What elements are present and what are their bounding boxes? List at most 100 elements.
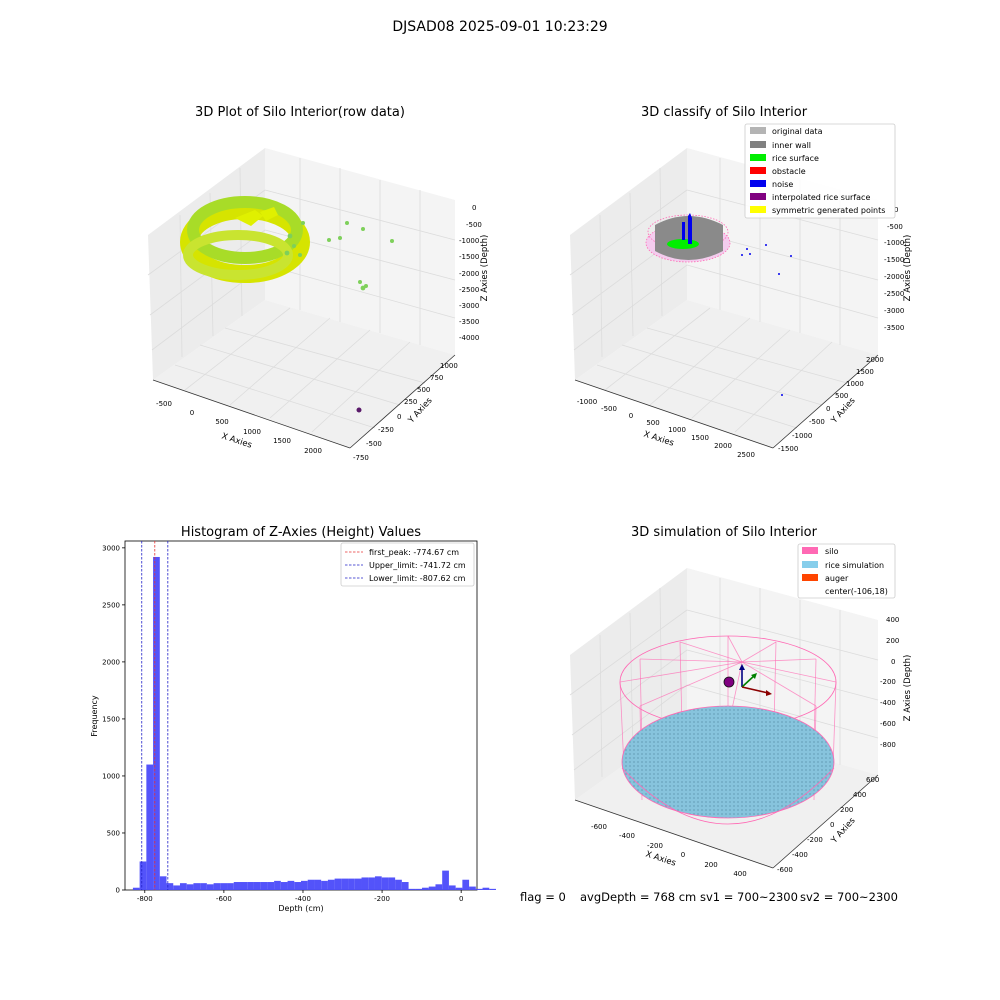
- raw-z-tick: -2000: [459, 270, 479, 278]
- histogram-bar: [267, 882, 275, 890]
- histogram-x-tick: -800: [137, 895, 153, 903]
- classify-plot: 3D classify of Silo Interior: [569, 105, 913, 459]
- raw-z-tick: -1000: [459, 237, 479, 245]
- histogram-legend-label: Upper_limit: -741.72 cm: [369, 561, 466, 570]
- sim-y-tick: 0: [830, 821, 834, 829]
- raw-x-ticks: -500 0 500 1000 1500 2000: [156, 400, 322, 455]
- sim-z-tick: -600: [880, 720, 896, 728]
- histogram-bar: [314, 879, 322, 890]
- histogram-bar: [455, 887, 463, 890]
- classify-left-pane: [570, 148, 687, 380]
- classify-y-ticks: -1500 -1000 -500 0 500 1000 1500 2000: [778, 356, 884, 453]
- sim-x-ticks: -600 -400 -200 0 200 400: [591, 823, 747, 878]
- classify-silo-top: [647, 214, 729, 250]
- histogram-bar: [381, 877, 389, 890]
- histogram-bar: [307, 879, 315, 890]
- raw-x-tick: -500: [156, 400, 172, 408]
- classify-x-ticks: -1000 -500 0 500 1000 1500 2000 2500: [577, 398, 755, 459]
- histogram-bar: [388, 877, 396, 890]
- histogram-lines: [141, 541, 169, 890]
- classify-legend-label: noise: [772, 180, 793, 189]
- histogram-legend: first_peak: -774.67 cm Upper_limit: -741…: [340, 542, 475, 587]
- sim-z-ticks: -800 -600 -400 -200 0 200 400: [880, 616, 899, 749]
- histogram-bar: [186, 884, 194, 890]
- histogram-y-tick: 2500: [102, 601, 120, 609]
- histogram-y-tick: 500: [107, 829, 120, 837]
- raw-z-tick: -500: [466, 221, 482, 229]
- raw-x-tick: 500: [215, 418, 228, 426]
- raw-z-tick: -4000: [459, 334, 479, 342]
- classify-x-tick: 2500: [737, 451, 755, 459]
- histogram-bar: [354, 878, 362, 890]
- classify-plot-title: 3D classify of Silo Interior: [641, 105, 808, 120]
- histogram-x-ticks: -800 -600 -400 -200 0: [137, 890, 463, 903]
- raw-floor-pane: [153, 300, 455, 448]
- histogram-bar: [361, 877, 369, 890]
- histogram-bar: [240, 882, 248, 890]
- raw-plot-title: 3D Plot of Silo Interior(row data): [195, 105, 405, 120]
- raw-z-tick: -2500: [459, 286, 479, 294]
- histogram-y-tick: 1500: [102, 715, 120, 723]
- histogram-frame: [124, 540, 478, 891]
- raw-y-tick: 0: [397, 413, 401, 421]
- status-flag: flag = 0: [520, 890, 566, 904]
- classify-legend-label: original data: [772, 127, 823, 136]
- classify-legend-label: obstacle: [772, 167, 806, 176]
- classify-legend-label: interpolated rice surface: [772, 193, 870, 202]
- histogram-bar: [469, 886, 476, 890]
- status-sv1: sv1 = 700~2300: [700, 890, 798, 904]
- histogram-bar: [368, 877, 375, 890]
- raw-z-ticks: -4000 -3500 -3000 -2500 -2000 -1500 -100…: [459, 204, 482, 342]
- classify-y-tick: -500: [809, 418, 825, 426]
- classify-z-tick: -2500: [884, 290, 904, 298]
- classify-x-tick: 1000: [668, 426, 686, 434]
- sim-legend-box: [797, 543, 896, 599]
- raw-data-points: [180, 196, 394, 413]
- sim-z-label: Z Axies (Depth): [903, 655, 913, 722]
- raw-y-tick: -250: [378, 426, 394, 434]
- histogram-bar: [287, 880, 295, 890]
- histogram-bar: [489, 888, 496, 890]
- histogram-title: Histogram of Z-Axies (Height) Values: [181, 525, 421, 540]
- sim-y-tick: -200: [807, 836, 823, 844]
- sim-legend-swatch: [802, 574, 818, 581]
- sim-x-tick: -600: [591, 823, 607, 831]
- raw-x-tick: 0: [190, 409, 194, 417]
- histogram-x-tick: 0: [459, 895, 463, 903]
- classify-x-tick: 2000: [714, 442, 732, 450]
- classify-legend-swatch: [750, 141, 766, 148]
- histogram-bars: [132, 556, 496, 890]
- raw-y-tick: 250: [404, 398, 417, 406]
- histogram-bar: [435, 884, 443, 890]
- histogram-bar: [247, 882, 254, 890]
- classify-x-tick: 1500: [691, 434, 709, 442]
- simulation-title: 3D simulation of Silo Interior: [631, 525, 818, 540]
- classify-legend-swatch: [750, 180, 766, 187]
- histogram-bar: [200, 883, 207, 890]
- classify-legend-swatch: [750, 206, 766, 213]
- classify-noise-points: [741, 244, 792, 396]
- sim-x-tick: 400: [733, 870, 746, 878]
- histogram-bar: [173, 885, 180, 890]
- histogram-y-tick: 0: [116, 887, 120, 895]
- sim-z-tick: 200: [886, 637, 899, 645]
- sim-y-tick: -600: [777, 866, 793, 874]
- sim-legend-label: center(-106,18): [825, 587, 888, 596]
- figure-title: DJSAD08 2025-09-01 10:23:29: [392, 19, 607, 35]
- classify-legend-swatch: [750, 127, 766, 134]
- histogram-bar: [274, 880, 281, 890]
- sim-x-tick: -400: [619, 832, 635, 840]
- histogram-x-tick: -600: [216, 895, 232, 903]
- histogram-legend-box: [340, 542, 475, 587]
- classify-legend-label: symmetric generated points: [772, 206, 885, 215]
- sim-y-tick: 600: [866, 776, 879, 784]
- classify-legend-label: inner wall: [772, 141, 811, 150]
- classify-legend: original data inner wall rice surface ob…: [744, 123, 896, 219]
- sim-center-axes: [739, 664, 772, 696]
- histogram-plot: Histogram of Z-Axies (Height) Values -80…: [90, 525, 496, 913]
- sim-auger: [723, 676, 735, 688]
- raw-y-ticks: -750 -500 -250 0 250 500 750 1000: [353, 362, 458, 462]
- histogram-bar: [206, 884, 214, 890]
- histogram-x-label: Depth (cm): [278, 904, 323, 913]
- sim-legend-swatch: [802, 547, 818, 554]
